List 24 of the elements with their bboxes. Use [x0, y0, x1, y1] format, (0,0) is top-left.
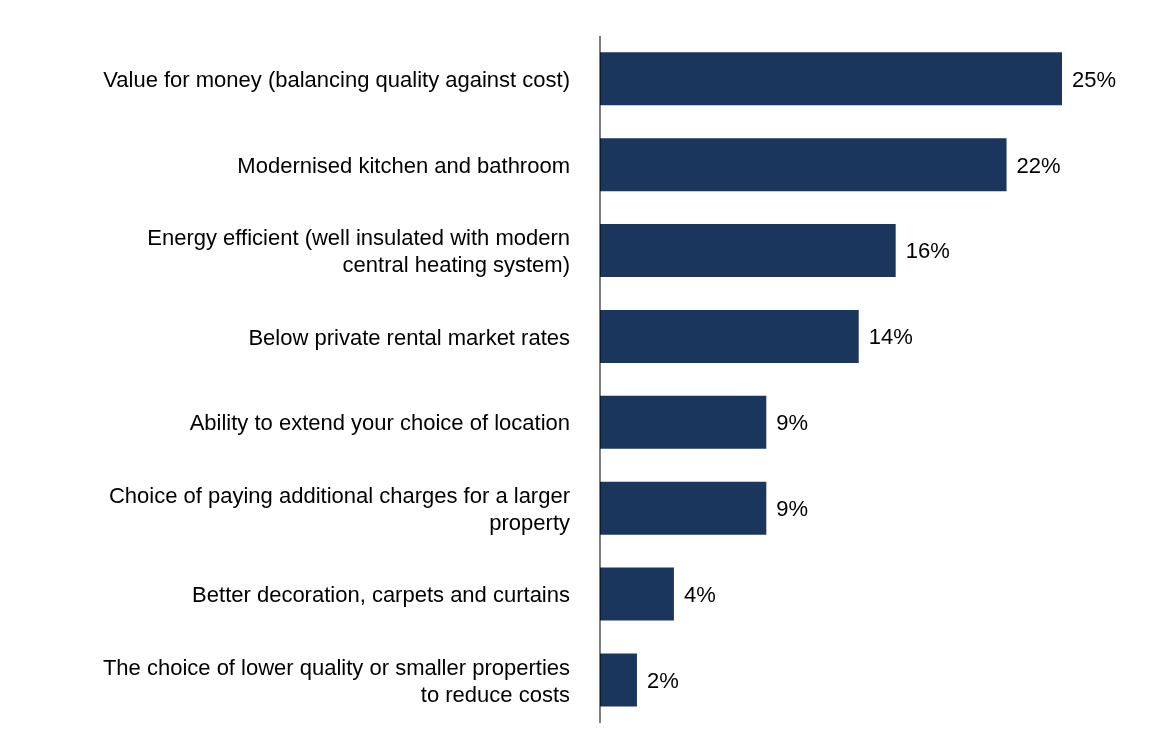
- data-label: 2%: [646, 667, 679, 693]
- bar: [600, 481, 767, 535]
- bar: [600, 395, 767, 449]
- data-label: 22%: [1016, 152, 1061, 178]
- y-tick-label: Better decoration, carpets and curtains: [192, 581, 570, 607]
- data-label: 9%: [776, 496, 809, 521]
- bar: [600, 138, 1007, 192]
- bar: [600, 567, 674, 621]
- y-tick-label: Energy efficient (well insulated with modern central heating system): [147, 224, 570, 277]
- data-label: 25%: [1072, 66, 1117, 92]
- data-label: 16%: [905, 238, 950, 264]
- data-label: 9%: [776, 410, 809, 436]
- y-tick-label: Value for money (balancing quality against cost): [103, 66, 570, 92]
- y-tick-label: Below private rental market rates: [248, 324, 570, 350]
- data-label: 4%: [683, 581, 716, 607]
- bar: [600, 224, 896, 278]
- bar: [600, 52, 1062, 106]
- bar: [600, 653, 637, 707]
- y-tick-label: Modernised kitchen and bathroom: [237, 152, 570, 178]
- bar: [600, 309, 859, 363]
- y-tick-label: Ability to extend your choice of location: [189, 409, 570, 435]
- y-tick-label: The choice of lower quality or smaller properties to reduce costs: [102, 654, 570, 707]
- data-label: 14%: [868, 324, 913, 350]
- y-tick-label: Choice of paying additional charges for a larger property: [108, 482, 570, 535]
